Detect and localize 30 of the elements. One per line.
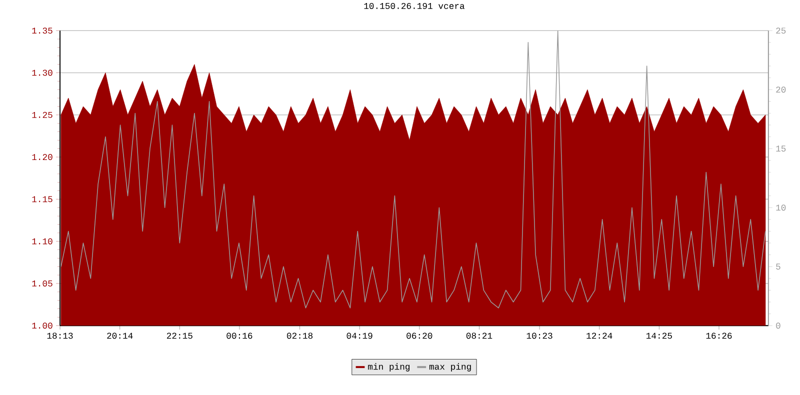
x-tick-label: 08:21 (466, 332, 492, 339)
y2-tick-label: 15 (776, 146, 786, 152)
x-tick-label: 06:20 (406, 332, 432, 339)
x-tick-label: 22:15 (166, 332, 192, 339)
y-tick-label: 1.20 (32, 154, 52, 160)
y2-tick-label: 0 (776, 322, 780, 329)
x-tick-label: 10:23 (526, 332, 552, 339)
y-tick-label: 1.25 (32, 112, 52, 118)
y-tick-label: 1.35 (32, 28, 52, 34)
x-tick-label: 16:26 (706, 332, 732, 339)
x-tick-label: 02:18 (286, 332, 313, 339)
y2-tick-label: 10 (776, 204, 786, 211)
y2-tick-label: 5 (776, 264, 780, 270)
x-tick-label: 04:19 (346, 332, 372, 339)
y-tick-label: 1.30 (32, 70, 52, 76)
x-tick-label: 14:25 (646, 332, 672, 339)
legend-label: min ping (368, 363, 410, 372)
y-tick-label: 1.15 (32, 196, 52, 202)
y-tick-label: 1.00 (32, 322, 52, 329)
x-tick-label: 18:13 (47, 332, 73, 339)
y-tick-label: 1.05 (32, 280, 52, 287)
legend-label: max ping (429, 363, 471, 372)
y2-tick-label: 25 (776, 28, 786, 34)
x-tick-label: 12:24 (586, 332, 612, 339)
chart-title: 10.150.26.191 vcera (364, 3, 465, 10)
x-tick-label: 20:14 (107, 332, 133, 339)
y-tick-label: 1.10 (32, 238, 52, 245)
x-tick-label: 00:16 (226, 332, 252, 339)
y2-tick-label: 20 (776, 86, 786, 93)
line-series (60, 30, 766, 308)
